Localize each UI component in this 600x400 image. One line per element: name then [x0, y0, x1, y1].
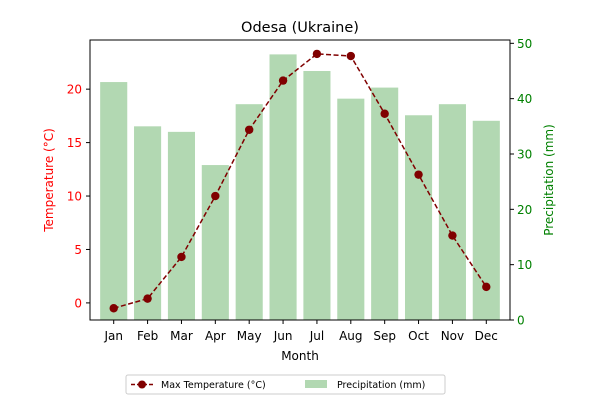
right-tick-label-30: 30	[517, 147, 532, 161]
temperature-point-may	[244, 125, 254, 134]
x-tick-label-apr: Apr	[205, 329, 226, 343]
precipitation-bar-jul	[303, 70, 331, 320]
legend-line-marker	[138, 380, 146, 389]
precipitation-bar-mar	[167, 131, 195, 320]
left-tick-label-15: 15	[67, 136, 82, 150]
left-tick-label-10: 10	[67, 190, 82, 204]
precipitation-bar-nov	[438, 104, 466, 320]
precipitation-bar-sep	[371, 87, 399, 321]
temperature-point-dec	[482, 282, 491, 292]
x-tick-label-nov: Nov	[441, 329, 464, 343]
x-axis-label: Month	[281, 349, 319, 363]
x-tick-label-feb: Feb	[137, 329, 158, 343]
chart-title: Odesa (Ukraine)	[241, 20, 359, 36]
x-tick-label-jan: Jan	[103, 329, 123, 343]
x-tick-label-oct: Oct	[408, 329, 429, 343]
temperature-point-jun	[278, 76, 288, 85]
left-y-axis: 0 5 10 15 20	[67, 83, 90, 310]
x-tick-label-jun: Jun	[273, 329, 293, 343]
temperature-point-nov	[448, 231, 457, 240]
x-tick-label-dec: Dec	[475, 329, 498, 343]
temperature-point-oct	[414, 170, 423, 179]
legend: Max Temperature (°C) Precipitation (mm)	[125, 374, 446, 395]
x-tick-label-may: May	[237, 329, 262, 343]
precipitation-bar-apr	[201, 165, 229, 320]
precipitation-bar-oct	[405, 115, 433, 320]
right-y-axis: 0 10 20 30 40 50	[510, 37, 532, 328]
legend-entry-precipitation: Precipitation (mm)	[337, 380, 425, 391]
legend-bar-swatch	[305, 380, 327, 388]
temperature-point-jan	[109, 304, 118, 313]
plot-frame	[89, 39, 511, 321]
legend-entry-temperature: Max Temperature (°C)	[161, 380, 266, 391]
precipitation-bar-feb	[134, 126, 162, 320]
legend-frame	[125, 374, 446, 395]
x-tick-label-mar: Mar	[170, 329, 193, 343]
temperature-point-apr	[211, 191, 220, 201]
temperature-line-path	[113, 53, 487, 309]
x-tick-label-sep: Sep	[373, 329, 396, 343]
precipitation-bar-may	[235, 104, 263, 320]
temperature-point-jul	[312, 49, 322, 59]
x-axis: Jan Feb Mar Apr May Jun Jul Aug Sep Oct Nov Dec	[103, 320, 498, 343]
precipitation-bar-aug	[337, 98, 365, 320]
right-tick-label-40: 40	[517, 92, 532, 106]
right-tick-label-20: 20	[517, 203, 532, 217]
precipitation-bar-jan	[100, 82, 128, 321]
left-tick-label-0: 0	[74, 296, 82, 310]
right-tick-label-0: 0	[517, 314, 525, 328]
precipitation-bars	[100, 54, 500, 321]
temperature-line	[109, 49, 491, 313]
temperature-point-feb	[143, 294, 152, 303]
right-tick-label-50: 50	[517, 37, 532, 51]
temperature-point-mar	[177, 252, 186, 262]
right-y-axis-label: Precipitation (mm)	[542, 124, 556, 236]
temperature-point-aug	[346, 51, 356, 61]
temperature-point-sep	[380, 109, 389, 118]
left-y-axis-label: Temperature (°C)	[42, 128, 56, 233]
x-tick-label-aug: Aug	[339, 329, 362, 343]
left-tick-label-20: 20	[67, 83, 82, 97]
left-tick-label-5: 5	[74, 243, 82, 257]
x-tick-label-jul: Jul	[309, 329, 324, 343]
right-tick-label-10: 10	[517, 258, 532, 272]
precipitation-bar-jun	[269, 54, 297, 320]
